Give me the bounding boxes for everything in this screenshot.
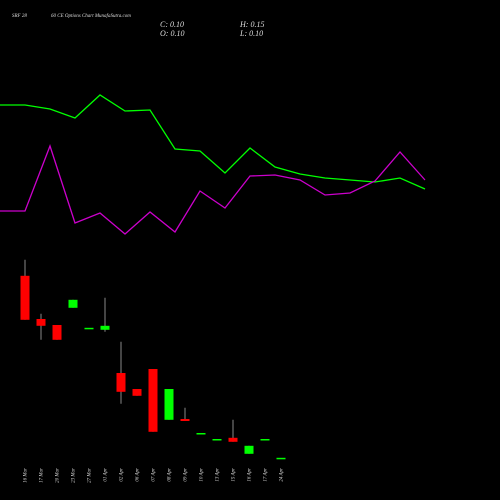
high-label: H: 0.15 [239,20,264,29]
candle-body [116,373,126,392]
candle-body [164,389,174,420]
low-label: L: 0.10 [239,29,263,38]
close-label: C: 0.10 [160,20,184,29]
open-label: O: 0.10 [160,29,184,38]
line-series [0,144,426,235]
candle-body [276,457,286,460]
chart-subtitle: 60 CE Options Chart MunafaSutra.com [51,14,131,19]
candle-body [20,275,30,320]
candle-body [228,437,238,442]
candle-body [68,299,78,308]
candle-body [52,325,62,340]
x-tick-label: 09 Apr [184,468,189,482]
chart-title: SRF 28 [12,14,27,19]
x-tick-label: 24 Apr [280,468,285,482]
x-tick-label: 17 Apr [264,468,269,482]
x-tick-label: 17 Mar [40,468,45,483]
candle-body [84,327,94,330]
x-tick-label: 27 Mar [88,468,93,483]
x-tick-label: 13 Apr [216,468,221,482]
x-tick-label: 16 Apr [248,468,253,482]
candle-body [36,319,46,326]
x-tick-label: 07 Apr [152,468,157,482]
candle-body [100,325,110,330]
x-tick-label: 15 Apr [232,468,237,482]
x-tick-label: 02 Apr [120,468,125,482]
x-tick-label: 20 Mar [56,468,61,483]
line-series [0,94,426,190]
candle-body [196,433,206,435]
x-tick-label: 16 Mar [24,468,29,483]
candle-body [180,419,190,421]
x-tick-label: 08 Apr [168,468,173,482]
candle-body [132,389,142,396]
x-tick-label: 01 Apr [104,468,109,482]
candle-body [244,445,254,454]
candle-body [260,439,270,441]
candle-body [148,369,158,432]
candle-body [212,439,222,441]
x-tick-label: 06 Apr [136,468,141,482]
x-tick-label: 10 Apr [200,468,205,482]
x-tick-label: 23 Mar [72,468,77,483]
